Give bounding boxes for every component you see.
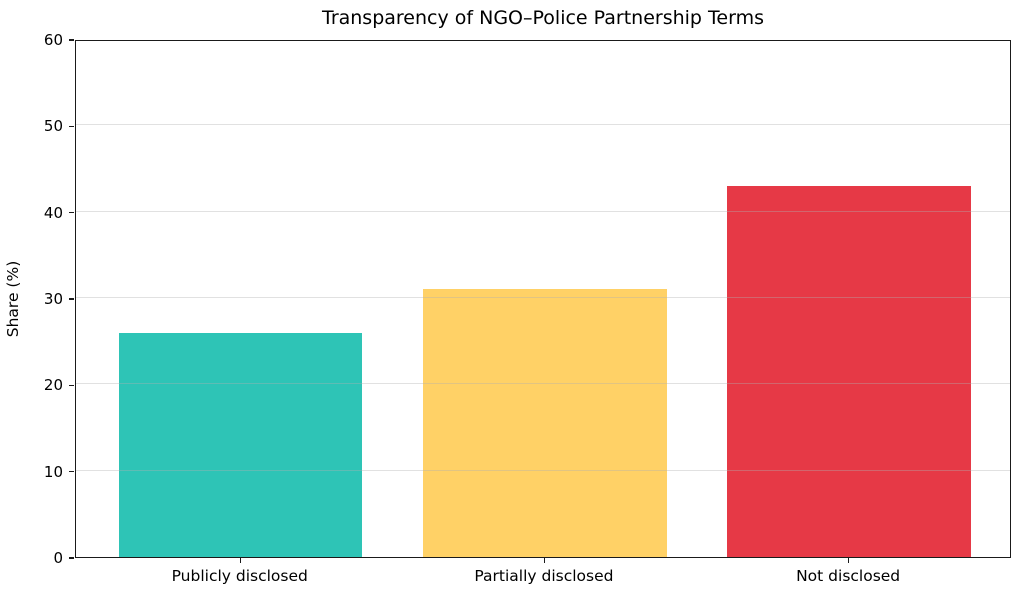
x-tick-mark <box>239 558 242 563</box>
gridline <box>76 469 1010 471</box>
y-tick-label: 0 <box>53 549 63 567</box>
gridline <box>76 383 1010 385</box>
y-tick-label: 60 <box>43 31 63 49</box>
bar-publicly-disclosed <box>119 332 363 557</box>
y-tick-label: 50 <box>43 117 63 136</box>
y-tick-label: 20 <box>43 376 63 395</box>
y-tick-label: 10 <box>43 462 63 481</box>
y-tick-mark <box>69 557 74 559</box>
y-tick-mark <box>69 298 74 300</box>
y-tick-mark <box>69 471 74 473</box>
x-tick-mark <box>848 558 850 563</box>
y-tick-mark <box>69 384 74 386</box>
x-tick-label: Not disclosed <box>796 567 901 585</box>
plot-area <box>75 40 1011 558</box>
bar-partially-disclosed <box>423 289 667 557</box>
gridline <box>76 210 1010 212</box>
x-tick-mark <box>543 558 546 563</box>
y-tick-mark <box>69 212 74 214</box>
chart-title: Transparency of NGO–Police Partnership T… <box>322 7 764 29</box>
x-tick-label: Publicly disclosed <box>171 567 308 585</box>
gridline <box>76 297 1010 298</box>
x-tick-label: Partially disclosed <box>474 567 614 585</box>
y-tick-label: 40 <box>43 203 63 222</box>
y-tick-mark <box>69 125 74 127</box>
y-tick-label: 30 <box>43 290 63 308</box>
bar-not-disclosed <box>727 185 971 557</box>
y-axis-label: Share (%) <box>4 260 22 338</box>
gridline <box>76 124 1010 126</box>
y-tick-mark <box>69 39 74 41</box>
